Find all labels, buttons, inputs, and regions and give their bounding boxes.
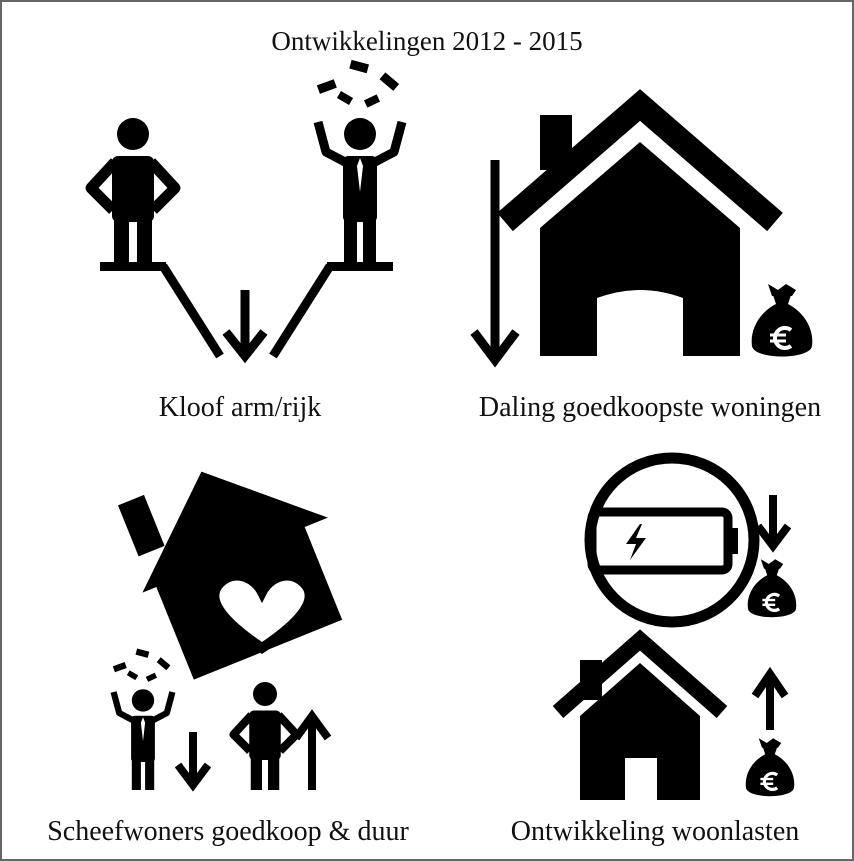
panel-label: Kloof arm/rijk	[159, 392, 322, 423]
page: Ontwikkelingen 2012 - 2015 Kloof arm/rij…	[0, 0, 854, 861]
panel-label: Daling goedkoopste woningen	[479, 392, 821, 423]
panel-label: Scheefwoners goedkoop & duur	[47, 816, 409, 847]
title: Ontwikkelingen 2012 - 2015	[271, 26, 582, 56]
infographic: Ontwikkelingen 2012 - 2015 Kloof arm/rij…	[0, 0, 854, 861]
panel-label: Ontwikkeling woonlasten	[511, 816, 800, 847]
